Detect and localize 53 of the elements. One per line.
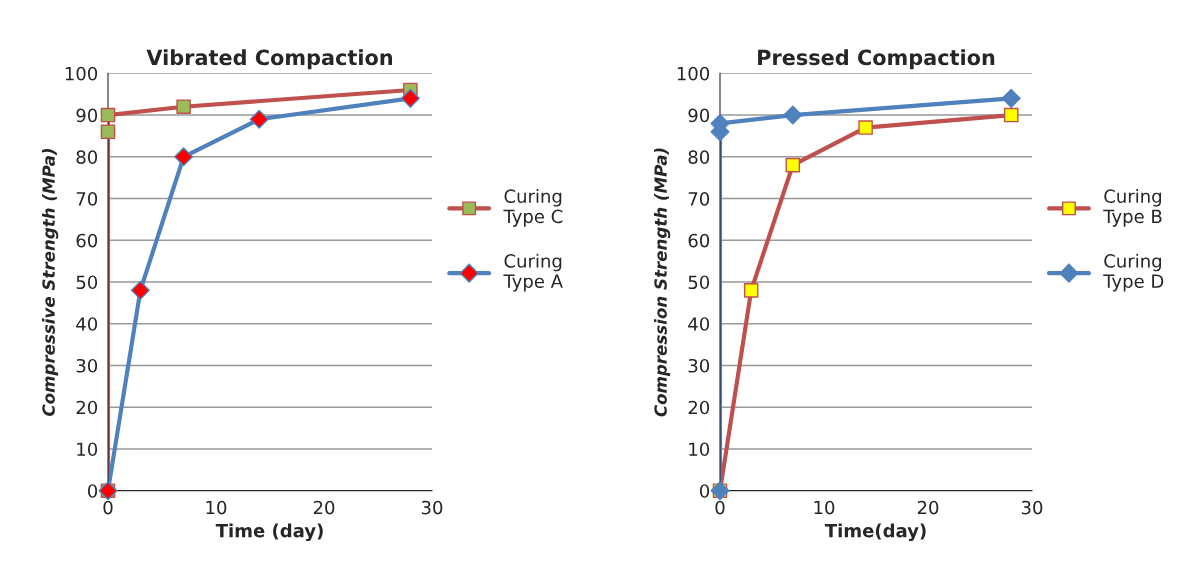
point bbox=[743, 283, 759, 298]
x-tick-label: 20 bbox=[917, 500, 939, 515]
y-tick-label: 80 bbox=[688, 150, 710, 164]
y-axis-title: Compressive Strength (MPa) bbox=[42, 148, 59, 416]
y-tick-label: 0 bbox=[87, 484, 98, 498]
y-tick-label: 60 bbox=[688, 233, 710, 248]
y-tick-label: 90 bbox=[688, 108, 710, 123]
y-tick-label: 40 bbox=[76, 317, 98, 331]
y-axis-title: Compression Strength (MPa) bbox=[654, 148, 671, 417]
y-tick-label: 70 bbox=[76, 191, 98, 206]
point bbox=[785, 157, 801, 173]
legend-label: Curing Type A bbox=[503, 253, 563, 292]
x-axis-title: Time(day) bbox=[824, 523, 926, 542]
chart-title: Pressed Compaction bbox=[758, 49, 995, 70]
y-tick-label: 20 bbox=[76, 400, 98, 415]
point bbox=[400, 88, 420, 108]
x-tick-label: 30 bbox=[1021, 500, 1043, 515]
y-tick-label: 40 bbox=[688, 317, 710, 331]
y-tick-label: 30 bbox=[76, 358, 98, 373]
point bbox=[1001, 88, 1021, 108]
x-tick-label: 10 bbox=[814, 500, 835, 515]
legend-label: Curing Type B bbox=[1103, 189, 1162, 227]
y-tick-label: 10 bbox=[689, 442, 710, 457]
y-tick-label: 20 bbox=[688, 400, 710, 415]
point bbox=[249, 109, 269, 129]
x-tick-label: 10 bbox=[206, 500, 227, 515]
x-tick-label: 20 bbox=[313, 500, 335, 515]
point bbox=[174, 147, 194, 167]
y-tick-label: 90 bbox=[76, 108, 98, 123]
y-tick-label: 80 bbox=[76, 150, 98, 164]
y-tick-label: 100 bbox=[65, 66, 98, 81]
point bbox=[100, 107, 116, 123]
point bbox=[1003, 107, 1019, 123]
point bbox=[858, 120, 873, 135]
x-tick-label: 0 bbox=[715, 500, 725, 515]
x-tick-label: 30 bbox=[421, 500, 443, 515]
legend-label: Curing Type C bbox=[503, 189, 563, 227]
chart-title: Vibrated Compaction bbox=[146, 49, 393, 70]
y-tick-label: 0 bbox=[699, 484, 710, 498]
y-tick-label: 50 bbox=[688, 275, 710, 290]
legend-label: Curing Type D bbox=[1103, 253, 1164, 292]
point bbox=[783, 105, 803, 125]
y-tick-label: 70 bbox=[688, 191, 710, 206]
x-axis-title: Time (day) bbox=[215, 523, 323, 542]
y-tick-label: 100 bbox=[677, 66, 710, 81]
y-tick-label: 10 bbox=[77, 442, 98, 457]
point bbox=[100, 124, 116, 140]
point bbox=[130, 280, 150, 300]
y-tick-label: 30 bbox=[688, 358, 710, 373]
x-tick-label: 0 bbox=[103, 500, 113, 515]
point bbox=[176, 99, 191, 114]
y-tick-label: 50 bbox=[76, 275, 98, 290]
y-tick-label: 60 bbox=[76, 233, 98, 248]
